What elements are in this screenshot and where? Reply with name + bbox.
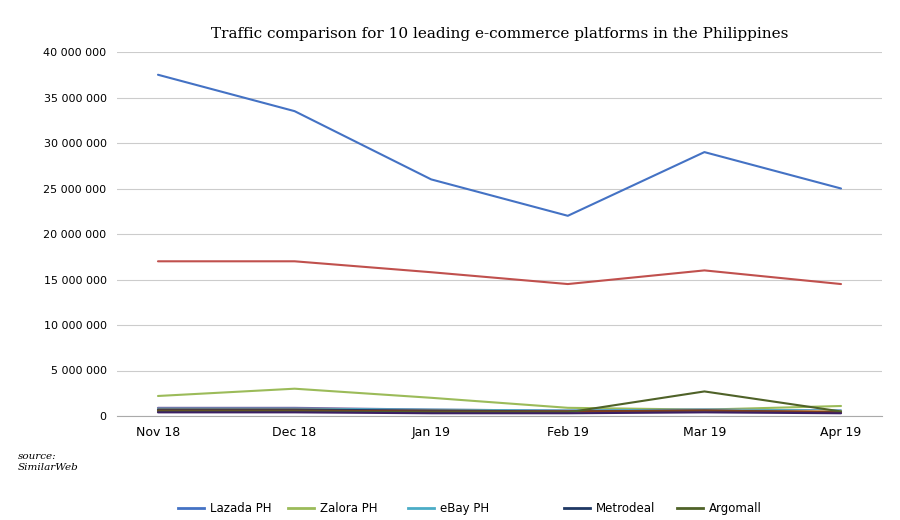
Title: Traffic comparison for 10 leading e-commerce platforms in the Philippines: Traffic comparison for 10 leading e-comm…: [211, 27, 788, 41]
Text: source:
SimilarWeb: source: SimilarWeb: [18, 452, 79, 472]
Legend: Lazada PH, Shopee PH, Zalora PH, Carousell PH, eBay PH, Globe Online Shop, Metro: Lazada PH, Shopee PH, Zalora PH, Carouse…: [178, 502, 821, 520]
